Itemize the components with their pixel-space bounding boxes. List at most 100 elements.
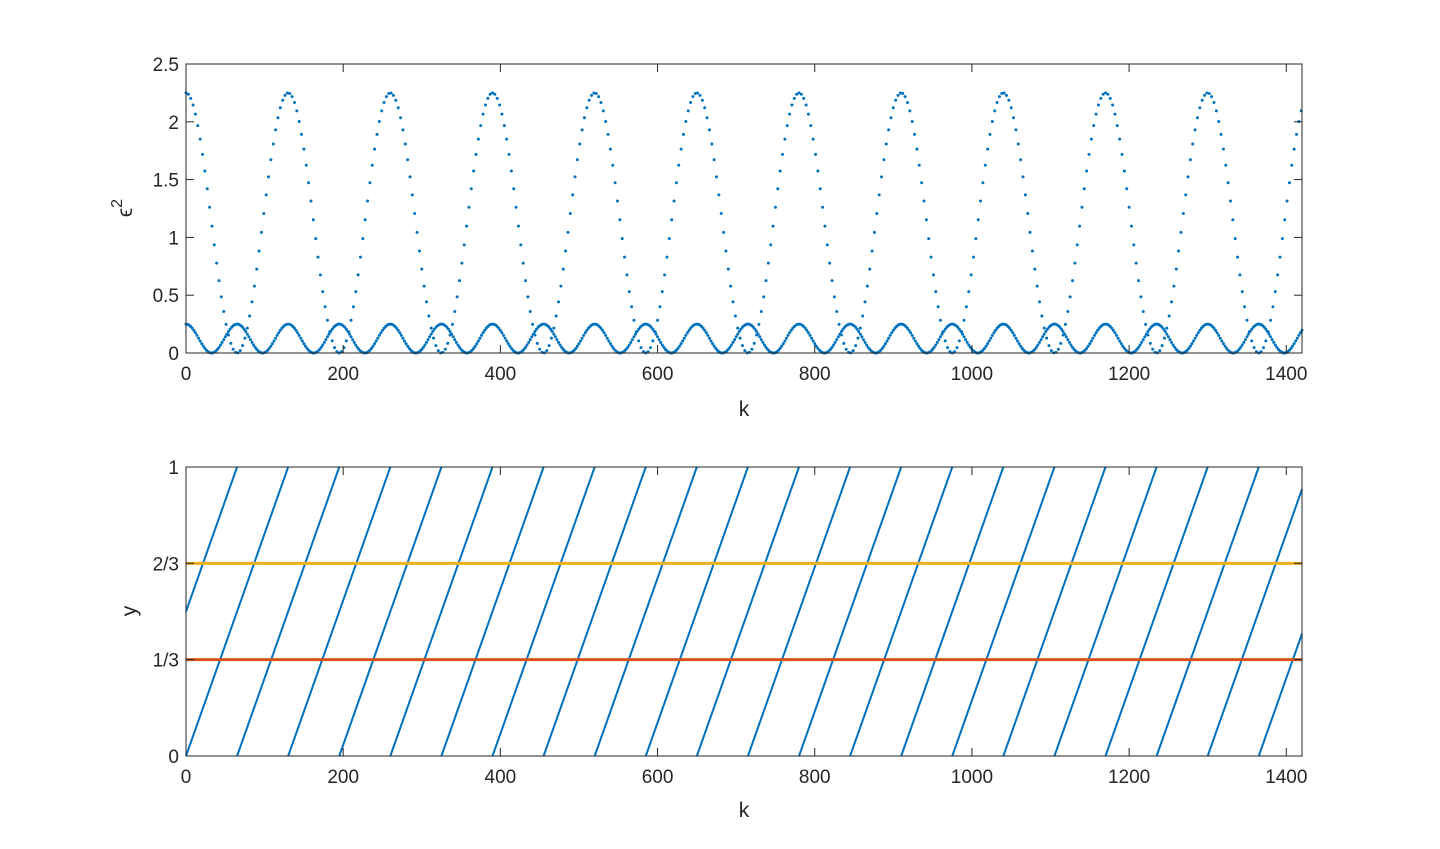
series-1-point — [295, 109, 299, 113]
series-1-point — [672, 199, 676, 203]
series-1-point — [538, 347, 542, 351]
series-2-point — [300, 339, 304, 343]
series-2-point — [1121, 344, 1125, 348]
series-1-point — [323, 305, 327, 309]
series-1-point — [797, 91, 801, 95]
series-2-point — [759, 338, 763, 342]
series-1-point — [901, 92, 905, 96]
series-2-point — [277, 331, 281, 335]
series-2-point — [1041, 335, 1045, 339]
series-1-point — [1033, 267, 1037, 271]
series-1-point — [292, 101, 296, 104]
series-2-point — [1061, 330, 1065, 334]
series-2-point — [531, 332, 535, 336]
series-1-point — [703, 106, 707, 110]
series-1-point — [837, 322, 841, 326]
series-1-point — [1148, 341, 1152, 345]
series-2-point — [190, 326, 194, 330]
series-2-point — [1115, 333, 1119, 337]
series-1-point — [615, 199, 619, 203]
series-2-point — [711, 342, 715, 346]
series-1-point — [667, 237, 671, 241]
series-1-point — [300, 132, 304, 136]
series-1-point — [307, 181, 311, 185]
series-2-point — [272, 339, 276, 343]
series-1-point — [564, 249, 568, 253]
series-2-point — [1247, 332, 1251, 336]
series-1-point — [500, 112, 504, 116]
series-2-point — [764, 345, 768, 349]
top-ylabel-base: ϵ — [114, 208, 137, 217]
series-2-point — [1038, 340, 1041, 344]
series-1-point — [377, 120, 381, 124]
series-1-point — [198, 137, 202, 141]
series-1-point — [587, 98, 591, 102]
series-1-point — [1264, 339, 1268, 343]
series-2-point — [376, 336, 380, 340]
series-2-point — [242, 327, 246, 331]
series-1-point — [861, 314, 865, 318]
series-2-point — [200, 342, 204, 346]
series-1-point — [394, 98, 398, 102]
series-2-point — [654, 332, 658, 336]
series-1-point — [835, 310, 839, 314]
series-1-point — [559, 284, 563, 288]
series-2-point — [575, 344, 579, 348]
series-1-point — [276, 116, 280, 120]
series-1-point — [318, 273, 322, 277]
series-2-point — [937, 338, 941, 342]
series-2-point — [880, 346, 884, 350]
series-2-point — [761, 340, 765, 344]
series-2-point — [1267, 332, 1271, 336]
series-1-point — [389, 91, 393, 95]
series-1-point — [1073, 261, 1077, 265]
series-2-point — [483, 328, 487, 332]
series-1-point — [894, 98, 898, 102]
series-2-point — [374, 339, 378, 343]
sawtooth-segment — [1155, 466, 1260, 757]
series-1-point — [453, 310, 457, 314]
top-ytick-label: 2 — [168, 113, 179, 134]
series-2-point — [585, 328, 589, 332]
series-2-point — [193, 331, 197, 335]
series-1-point — [269, 158, 273, 162]
series-1-point — [1160, 344, 1164, 348]
series-2-point — [500, 331, 504, 335]
series-2-point — [657, 338, 661, 342]
series-1-point — [663, 273, 667, 277]
series-2-point — [325, 335, 329, 339]
series-1-point — [920, 181, 924, 185]
series-2-point — [497, 326, 501, 330]
series-1-point — [658, 305, 662, 309]
series-2-point — [473, 344, 477, 348]
series-2-point — [1111, 328, 1115, 332]
top-xlabel: k — [739, 398, 750, 421]
series-1-point — [750, 347, 754, 351]
series-1-point — [1254, 350, 1258, 354]
series-1-point — [714, 175, 718, 179]
series-2-point — [788, 331, 792, 335]
series-1-point — [1228, 199, 1232, 203]
sawtooth-segment — [746, 466, 852, 757]
series-2-point — [833, 340, 837, 344]
series-1-point — [776, 187, 780, 191]
series-2-point — [580, 336, 584, 340]
series-2-point — [1089, 339, 1093, 343]
series-2-point — [737, 330, 741, 334]
series-1-point — [1078, 224, 1082, 228]
series-1-point — [403, 142, 407, 146]
series-1-point — [406, 158, 410, 162]
series-1-point — [1162, 336, 1166, 340]
series-2-point — [528, 338, 532, 342]
series-2-point — [678, 344, 682, 348]
series-1-point — [252, 284, 256, 288]
series-2-point — [373, 342, 377, 346]
series-1-point — [1042, 326, 1046, 330]
series-1-point — [1151, 347, 1155, 351]
series-2-point — [297, 333, 301, 337]
series-1-point — [1028, 230, 1032, 234]
series-1-point — [1122, 169, 1126, 173]
series-1-point — [1019, 158, 1023, 162]
series-1-point — [976, 218, 980, 222]
series-2-point — [1215, 331, 1219, 335]
